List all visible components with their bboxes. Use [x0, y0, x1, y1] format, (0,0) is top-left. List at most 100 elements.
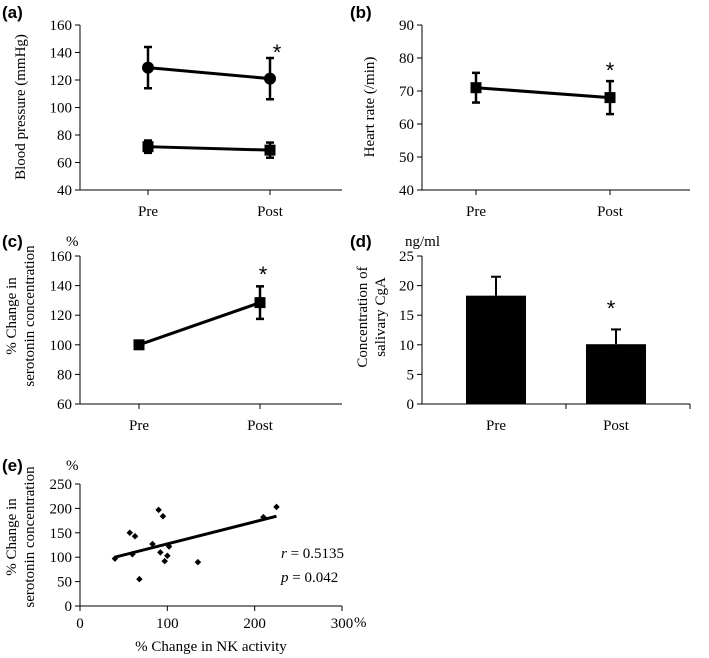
y-tick-label: 100	[50, 550, 73, 566]
y-tick-label: 60	[399, 117, 414, 133]
y-tick-label: 70	[399, 84, 414, 100]
scatter-point	[111, 555, 119, 562]
y-tick-label: 250	[50, 477, 73, 493]
significance-marker: *	[259, 262, 268, 287]
scatter-chart: % % % Change in serotonin concentration …	[4, 458, 367, 655]
x-tick-label: Pre	[466, 204, 486, 220]
scatter-point	[131, 532, 139, 540]
y-tick-label: 20	[399, 279, 414, 295]
y-tick-label: 25	[399, 249, 414, 265]
scatter-point	[194, 558, 202, 566]
data-point-square	[133, 339, 145, 351]
y-tick-label: 80	[399, 51, 414, 67]
bar	[466, 295, 526, 404]
scatter-point	[161, 557, 168, 565]
x-tick-label: Pre	[129, 418, 149, 434]
y-tick-label: 120	[50, 308, 73, 324]
bar	[586, 344, 646, 404]
p-value: = 0.042	[289, 570, 339, 586]
scatter-point	[149, 540, 156, 548]
scatter-point	[155, 506, 162, 514]
y-tick-label: 160	[50, 18, 73, 34]
significance-marker: *	[606, 58, 615, 83]
series-line	[147, 145, 271, 152]
y-tick-label: 60	[57, 397, 72, 413]
y-tick-label: 100	[50, 101, 73, 117]
x-tick-label: Pre	[486, 418, 506, 434]
p-symbol: p	[280, 570, 289, 586]
y-unit: %	[66, 458, 79, 474]
y-axis-label-line1: % Change in	[4, 498, 20, 576]
y-tick-label: 90	[399, 18, 414, 34]
serotonin-chart: % % Change in serotonin concentration * …	[4, 234, 342, 434]
y-tick-label: 100	[50, 338, 73, 354]
y-tick-label: 40	[399, 183, 414, 199]
heart-rate-chart: Heart rate (/min) * 40 50 60 70 80 90 Pre Post	[362, 18, 690, 220]
x-tick-label: Pre	[138, 204, 158, 220]
y-tick-label: 40	[57, 183, 72, 199]
y-axis-label: Heart rate (/min)	[362, 57, 378, 158]
x-tick-label: 0	[76, 616, 84, 632]
data-point-square	[470, 82, 482, 94]
data-point-square	[264, 144, 276, 156]
y-tick-label: 140	[50, 279, 73, 295]
y-tick-label: 80	[57, 367, 72, 383]
scatter-point	[164, 552, 171, 559]
y-axis-label: Blood pressure (mmHg)	[13, 34, 29, 180]
data-point-square	[604, 92, 616, 104]
y-tick-label: 5	[407, 367, 415, 383]
significance-marker: *	[273, 40, 282, 65]
data-point-circle	[142, 61, 154, 74]
y-tick-label: 0	[407, 397, 415, 413]
x-unit: %	[354, 615, 367, 631]
cga-bar-chart: ng/ml Concentration of salivary CgA * 0 5…	[355, 234, 691, 434]
scatter-point	[273, 503, 280, 511]
y-tick-label: 50	[399, 150, 414, 166]
data-point-square	[142, 141, 154, 153]
significance-marker: *	[607, 296, 616, 321]
series-line	[147, 66, 271, 81]
r-symbol: r	[281, 546, 287, 562]
scatter-point	[157, 549, 164, 556]
y-tick-label: 150	[50, 526, 73, 542]
y-tick-label: 160	[50, 249, 73, 265]
y-unit: ng/ml	[405, 234, 440, 250]
y-tick-label: 140	[50, 46, 73, 62]
scatter-point	[136, 575, 143, 583]
y-axis-label-line2: serotonin concentration	[22, 245, 38, 387]
panel-label-c: (c)	[2, 232, 23, 251]
y-axis-label-line2: serotonin concentration	[22, 466, 38, 608]
x-tick-label: Post	[257, 204, 284, 220]
r-value: = 0.5135	[287, 546, 344, 562]
y-tick-label: 50	[57, 575, 72, 591]
data-point-square	[254, 297, 266, 309]
data-point-circle	[264, 72, 276, 85]
y-axis-label-line2: salivary CgA	[373, 277, 389, 357]
regression-line	[114, 514, 277, 559]
panel-label-b: (b)	[350, 3, 372, 22]
x-tick-label: Post	[597, 204, 624, 220]
panel-label-d: (d)	[350, 232, 372, 251]
panel-label-a: (a)	[2, 3, 23, 22]
r-statistic: r = 0.5135	[281, 546, 344, 562]
y-unit: %	[66, 234, 79, 250]
y-tick-label: 120	[50, 73, 73, 89]
series-line	[475, 86, 611, 100]
y-tick-label: 15	[399, 308, 414, 324]
y-axis-label-line1: % Change in	[4, 277, 20, 355]
x-tick-label: Post	[247, 418, 274, 434]
series-line	[138, 301, 261, 347]
y-tick-label: 200	[50, 501, 73, 517]
y-tick-label: 60	[57, 156, 72, 172]
scatter-point	[126, 529, 134, 537]
scatter-point	[165, 543, 173, 550]
x-tick-label: 300	[331, 616, 354, 632]
x-tick-label: 200	[243, 616, 266, 632]
y-tick-label: 0	[65, 599, 73, 615]
x-tick-label: 100	[156, 616, 179, 632]
p-statistic: p = 0.042	[280, 570, 338, 586]
y-tick-label: 80	[57, 128, 72, 144]
x-tick-label: Post	[603, 418, 630, 434]
blood-pressure-chart: Blood pressure (mmHg) * 40 60 80 100 120 140 1…	[13, 18, 342, 220]
